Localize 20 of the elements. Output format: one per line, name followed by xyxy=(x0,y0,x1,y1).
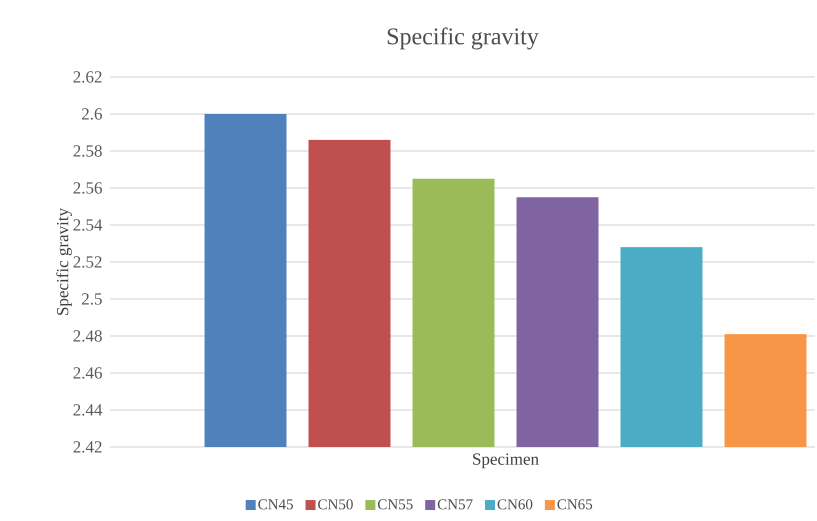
y-tick-label: 2.5 xyxy=(82,293,102,305)
legend-label: CN45 xyxy=(258,499,293,510)
y-tick-label: 2.52 xyxy=(73,256,102,268)
y-tick-label: 2.54 xyxy=(73,219,102,231)
y-tick-label: 2.42 xyxy=(73,441,102,453)
legend-label: CN65 xyxy=(557,499,592,510)
legend-label: CN57 xyxy=(438,499,473,510)
x-axis-title: Specimen xyxy=(473,453,539,468)
y-tick-label: 2.62 xyxy=(73,71,102,83)
y-tick-label: 2.48 xyxy=(73,330,102,342)
legend-label: CN55 xyxy=(378,499,413,510)
legend-label: CN60 xyxy=(498,499,532,510)
y-tick-label: 2.6 xyxy=(82,108,102,120)
y-tick-label: 2.56 xyxy=(73,182,102,194)
legend-label: CN50 xyxy=(318,499,353,510)
y-tick-label: 2.58 xyxy=(73,145,102,157)
y-axis-title: Specific gravity xyxy=(56,208,72,315)
y-tick-label: 2.46 xyxy=(73,367,102,379)
chart-title: Specific gravity xyxy=(388,27,539,50)
y-tick-label: 2.44 xyxy=(73,404,102,416)
